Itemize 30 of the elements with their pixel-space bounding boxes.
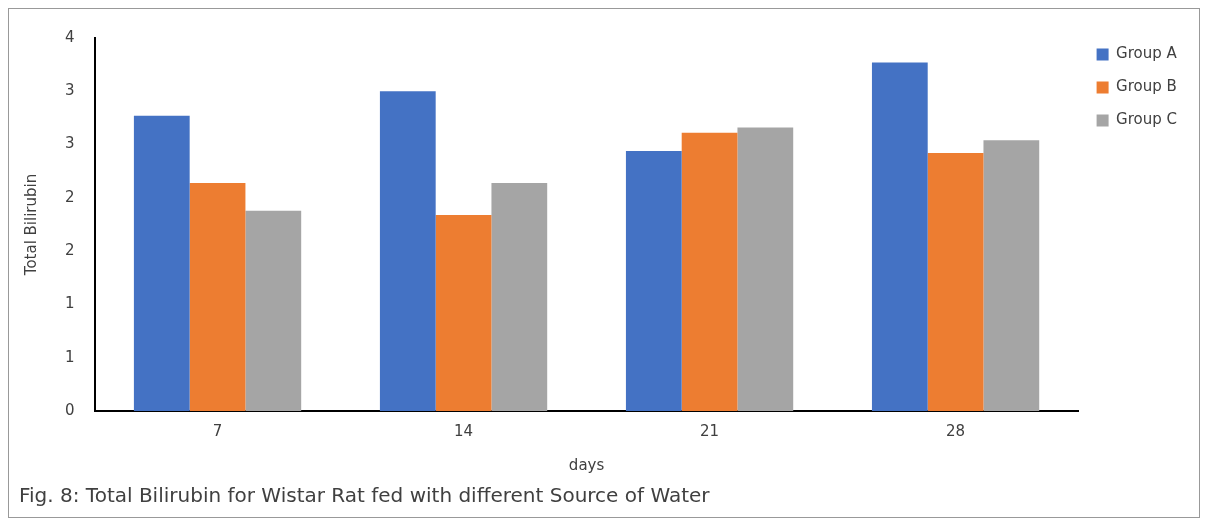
y-tick-label: 2 [65, 187, 75, 206]
legend-label: Group B [1116, 77, 1177, 96]
bar [983, 140, 1040, 411]
x-tick-label: 14 [454, 421, 474, 440]
bar [491, 182, 548, 411]
x-tick-label: 21 [700, 421, 720, 440]
y-tick-label: 1 [65, 294, 75, 313]
y-tick-label: 0 [65, 400, 75, 419]
y-axis-title: Total Bilirubin [21, 173, 40, 277]
bar [927, 153, 984, 411]
y-tick-label: 2 [65, 241, 75, 260]
x-axis-title: days [568, 455, 605, 474]
bar [737, 127, 794, 411]
bar [625, 150, 682, 411]
bar [435, 214, 492, 411]
bar [189, 182, 246, 411]
bar [133, 115, 190, 411]
bar [245, 210, 302, 411]
x-tick-label: 28 [946, 421, 966, 440]
bar [379, 91, 436, 411]
y-tick-label: 1 [65, 347, 75, 366]
y-tick-label: 3 [65, 134, 75, 153]
bar [871, 62, 928, 411]
x-tick-label: 7 [212, 421, 223, 440]
legend-label: Group C [1116, 110, 1178, 129]
legend-label: Group A [1116, 44, 1178, 63]
caption: Fig. 8: Total Bilirubin for Wistar Rat fed with different Source of Water [18, 482, 711, 509]
y-tick-label: 3 [65, 81, 75, 100]
bar [681, 132, 738, 411]
y-tick-label: 4 [65, 27, 75, 46]
